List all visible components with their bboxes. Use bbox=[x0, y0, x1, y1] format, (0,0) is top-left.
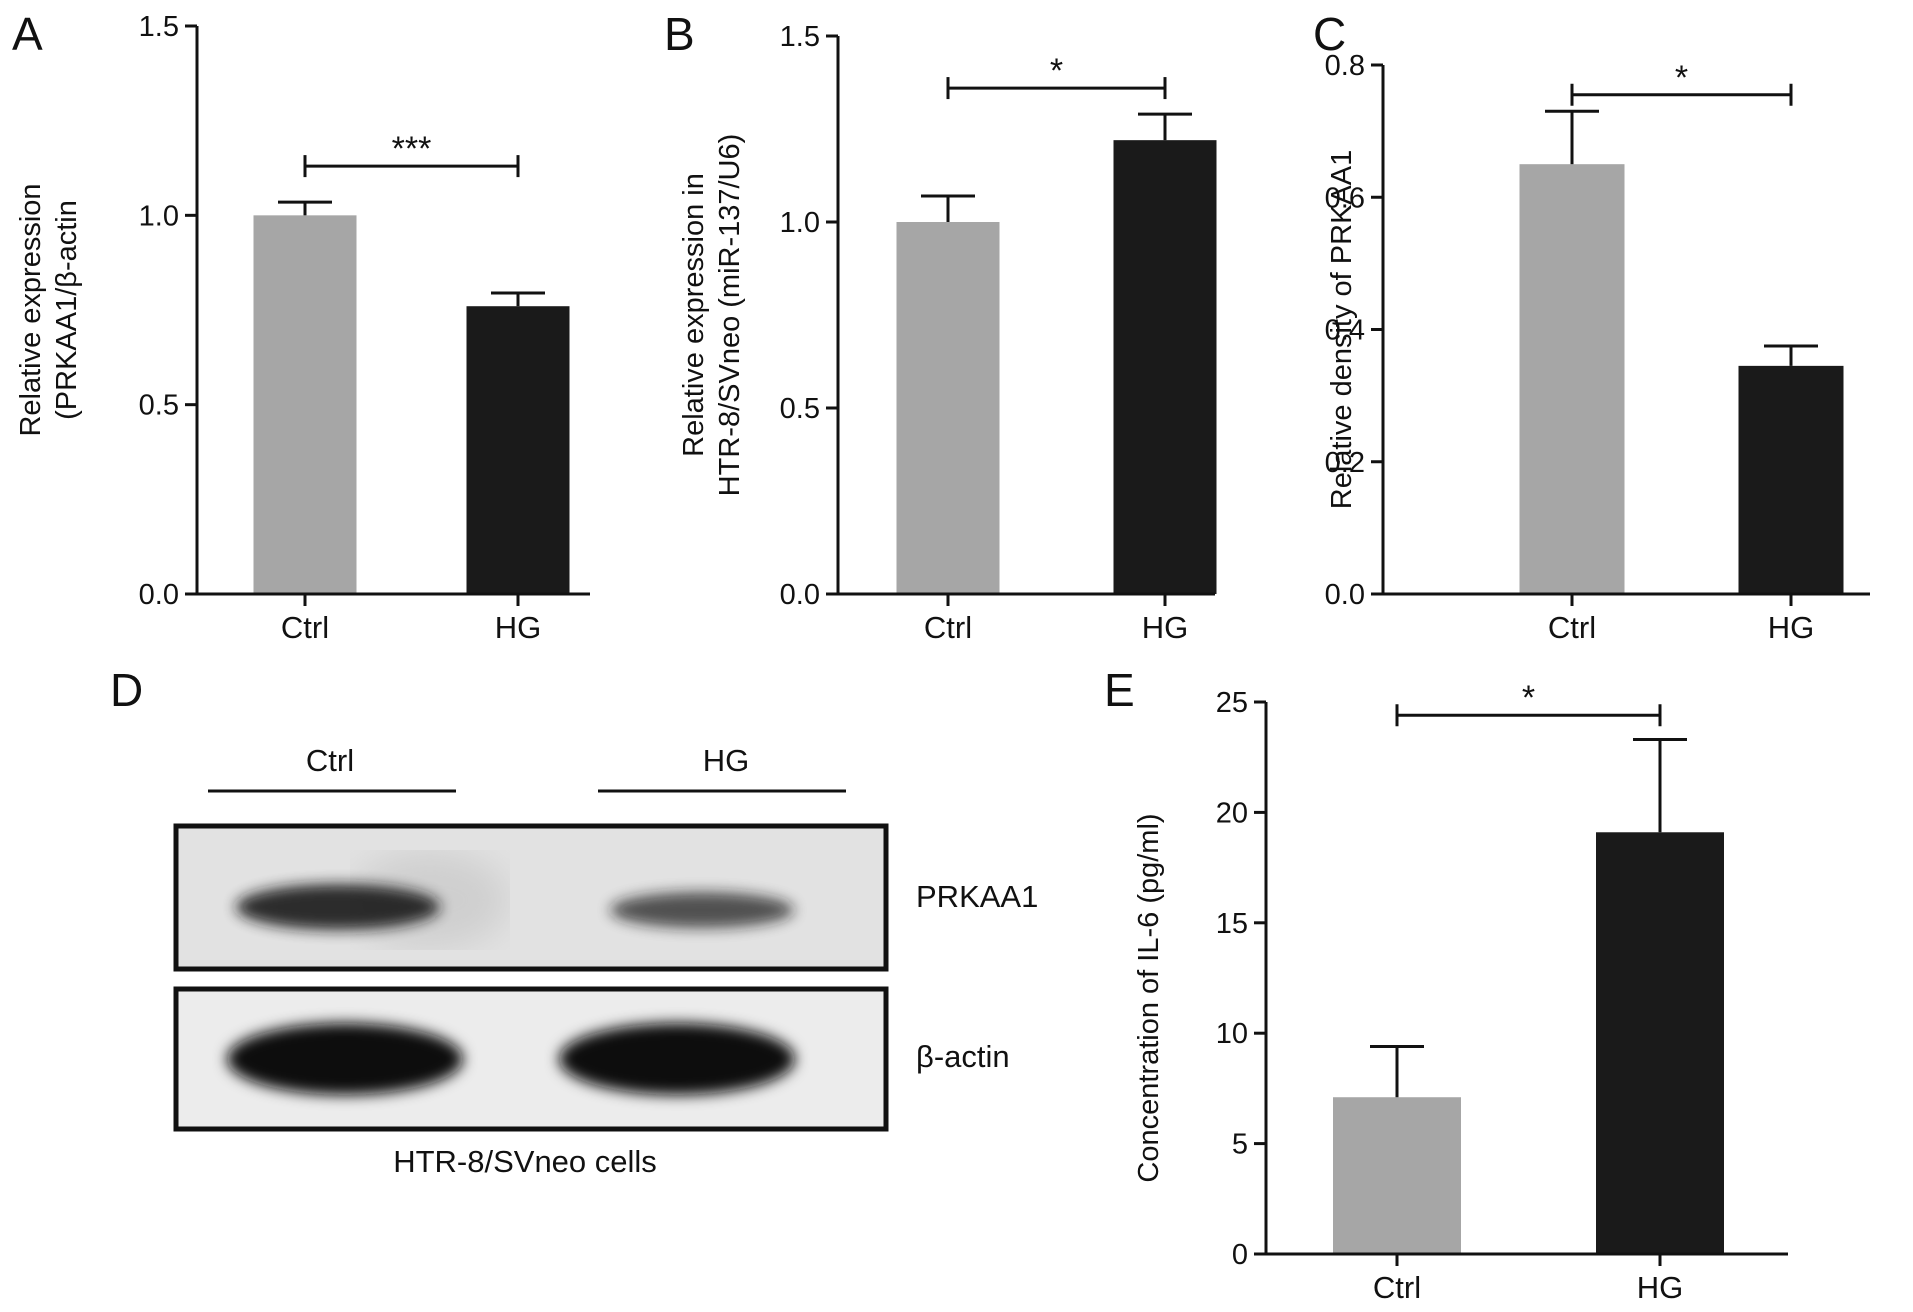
blot-strip-beta-actin bbox=[173, 986, 889, 1132]
panel-letter-b: B bbox=[664, 8, 695, 60]
panel-c-chart: C 0.0 0.2 0.4 0.6 0.8 Ctrl HG Relative density … bbox=[1313, 8, 1870, 645]
x-tick-label-b-hg: HG bbox=[1142, 610, 1189, 645]
bar-c-ctrl bbox=[1519, 164, 1625, 594]
panel-letter-c: C bbox=[1313, 8, 1346, 60]
blot-band-beta-actin-ctrl bbox=[227, 1023, 463, 1095]
sig-marker-c: * bbox=[1675, 59, 1688, 97]
sig-marker-a: *** bbox=[392, 130, 432, 168]
blot-strip-prkaa1 bbox=[173, 823, 889, 972]
panel-letter-d: D bbox=[110, 664, 143, 716]
y-tick-label-c-4: 0.8 bbox=[1325, 50, 1365, 82]
y-tick-label-a-2: 1.0 bbox=[139, 200, 179, 232]
bar-a-hg bbox=[466, 306, 570, 594]
panel-letter-e: E bbox=[1104, 664, 1135, 716]
y-tick-label-a-0: 0.0 bbox=[139, 579, 179, 611]
blot-row-label-prkaa1: PRKAA1 bbox=[916, 879, 1038, 914]
bar-a-ctrl bbox=[253, 215, 357, 595]
y-tick-label-c-2: 0.4 bbox=[1325, 315, 1365, 347]
blot-band-prkaa1-hg bbox=[610, 892, 794, 928]
bar-b-hg bbox=[1113, 140, 1217, 594]
blot-band-beta-actin-hg bbox=[559, 1023, 795, 1095]
y-tick-label-c-0: 0.0 bbox=[1325, 579, 1365, 611]
panel-a-chart: A 0.0 0.5 1.0 1.5 Ctrl HG Relative expression(… bbox=[12, 8, 590, 645]
y-tick-label-c-3: 0.6 bbox=[1325, 182, 1365, 214]
y-tick-label-e-0: 0 bbox=[1232, 1239, 1248, 1271]
y-axis-label-b-1: HTR-8/SVneo (miR-137/U6) bbox=[714, 134, 746, 497]
y-tick-label-a-3: 1.5 bbox=[139, 11, 179, 43]
x-tick-label-c-hg: HG bbox=[1768, 610, 1815, 645]
y-tick-label-e-2: 10 bbox=[1216, 1018, 1248, 1050]
y-tick-label-e-4: 20 bbox=[1216, 797, 1248, 829]
y-tick-label-e-1: 5 bbox=[1232, 1129, 1248, 1161]
y-tick-label-b-3: 1.5 bbox=[780, 21, 820, 53]
x-tick-label-a-ctrl: Ctrl bbox=[281, 610, 329, 645]
y-tick-label-b-1: 0.5 bbox=[780, 393, 820, 425]
y-tick-label-b-2: 1.0 bbox=[780, 207, 820, 239]
sig-marker-e: * bbox=[1522, 679, 1535, 717]
y-tick-label-a-1: 0.5 bbox=[139, 390, 179, 422]
bar-e-ctrl bbox=[1333, 1097, 1461, 1254]
y-axis-label-a-1: (PRKAA1/β-actin bbox=[51, 200, 83, 420]
x-tick-label-e-ctrl: Ctrl bbox=[1373, 1270, 1421, 1305]
blot-lane-label-hg: HG bbox=[703, 743, 750, 778]
y-tick-label-e-3: 15 bbox=[1216, 908, 1248, 940]
panel-d-western-blot: D Ctrl HG PRKAA1 β-actin HTR-8/SVneo cel… bbox=[110, 664, 1038, 1179]
x-tick-label-c-ctrl: Ctrl bbox=[1548, 610, 1596, 645]
y-tick-label-c-1: 0.2 bbox=[1325, 447, 1365, 479]
y-axis-label-c-0: Relative density of PRKAA1 bbox=[1326, 150, 1358, 509]
blot-row-label-beta-actin: β-actin bbox=[916, 1039, 1010, 1074]
bar-b-ctrl bbox=[896, 222, 1000, 594]
sig-marker-b: * bbox=[1050, 52, 1063, 90]
y-axis-label-a-0: Relative expression bbox=[15, 183, 47, 436]
panel-e-chart: E 0 5 10 15 20 25 Ctrl HG Concentration of IL-6 … bbox=[1104, 664, 1788, 1305]
blot-band-prkaa1-ctrl bbox=[236, 884, 440, 930]
x-tick-label-a-hg: HG bbox=[495, 610, 542, 645]
x-tick-label-e-hg: HG bbox=[1637, 1270, 1684, 1305]
y-axis-label-e-0: Concentration of IL-6 (pg/ml) bbox=[1133, 813, 1165, 1182]
x-tick-label-b-ctrl: Ctrl bbox=[924, 610, 972, 645]
panel-b-chart: B 0.0 0.5 1.0 1.5 Ctrl HG Relative expression … bbox=[664, 8, 1217, 645]
y-tick-label-b-0: 0.0 bbox=[780, 579, 820, 611]
y-tick-label-e-5: 25 bbox=[1216, 687, 1248, 719]
y-axis-label-b-0: Relative expression in bbox=[678, 173, 710, 457]
blot-lane-label-ctrl: Ctrl bbox=[306, 743, 354, 778]
blot-caption: HTR-8/SVneo cells bbox=[393, 1144, 657, 1179]
bar-c-hg bbox=[1738, 365, 1844, 594]
bar-e-hg bbox=[1596, 832, 1724, 1254]
panel-letter-a: A bbox=[12, 8, 43, 60]
